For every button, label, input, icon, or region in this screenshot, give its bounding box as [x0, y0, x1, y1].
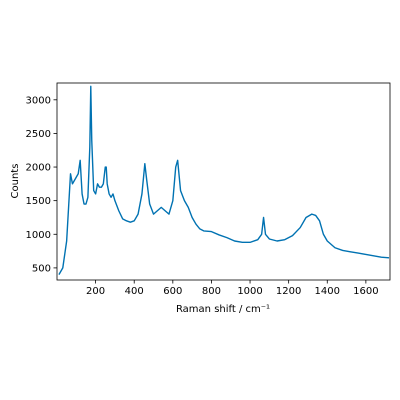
plot-frame: [56, 82, 391, 281]
y-tick-label: 1500: [26, 196, 51, 207]
x-tick-label: 1000: [237, 286, 262, 297]
line-series: [58, 85, 390, 275]
x-tick-label: 1600: [353, 286, 378, 297]
x-tick-label: 1400: [315, 286, 340, 297]
x-tick-label: 200: [86, 286, 105, 297]
x-tick-label: 400: [125, 286, 144, 297]
x-tick-label: 800: [202, 286, 221, 297]
y-tick-label: 2000: [26, 163, 51, 174]
x-tick-label: 600: [163, 286, 182, 297]
x-tick-label: 1200: [276, 286, 301, 297]
y-tick-label: 2500: [26, 129, 51, 140]
y-axis-label: Counts: [10, 164, 21, 199]
x-axis-label: Raman shift / cm⁻¹: [176, 304, 270, 315]
y-tick-label: 3000: [26, 95, 51, 106]
y-tick-label: 1000: [26, 230, 51, 241]
y-tick-label: 500: [32, 263, 51, 274]
